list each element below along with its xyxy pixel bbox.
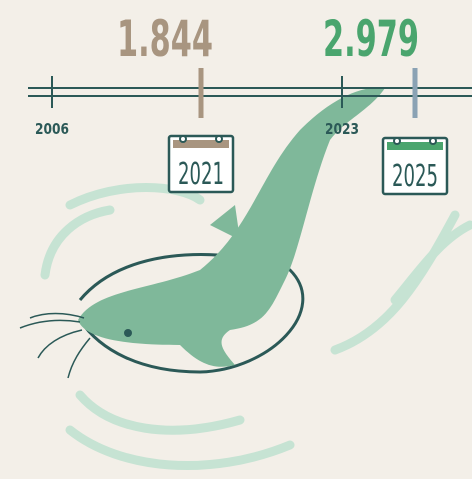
calendar: 2025 [383, 138, 447, 194]
year-label: 2023 [325, 120, 359, 138]
calendar-ring [394, 138, 400, 144]
year-label: 2006 [35, 120, 69, 138]
calendar-ring [430, 138, 436, 144]
calendar-ring [180, 136, 186, 142]
value-label: 1.844 [117, 10, 213, 68]
calendar: 2021 [169, 136, 233, 192]
calendar-year: 2021 [178, 157, 224, 192]
calendar-year: 2025 [392, 159, 438, 194]
infographic: 2006 2023 1.844 2021 2.979 2025 [0, 0, 472, 479]
value-label: 2.979 [323, 10, 419, 68]
calendar-ring [216, 136, 222, 142]
eye [124, 329, 132, 337]
